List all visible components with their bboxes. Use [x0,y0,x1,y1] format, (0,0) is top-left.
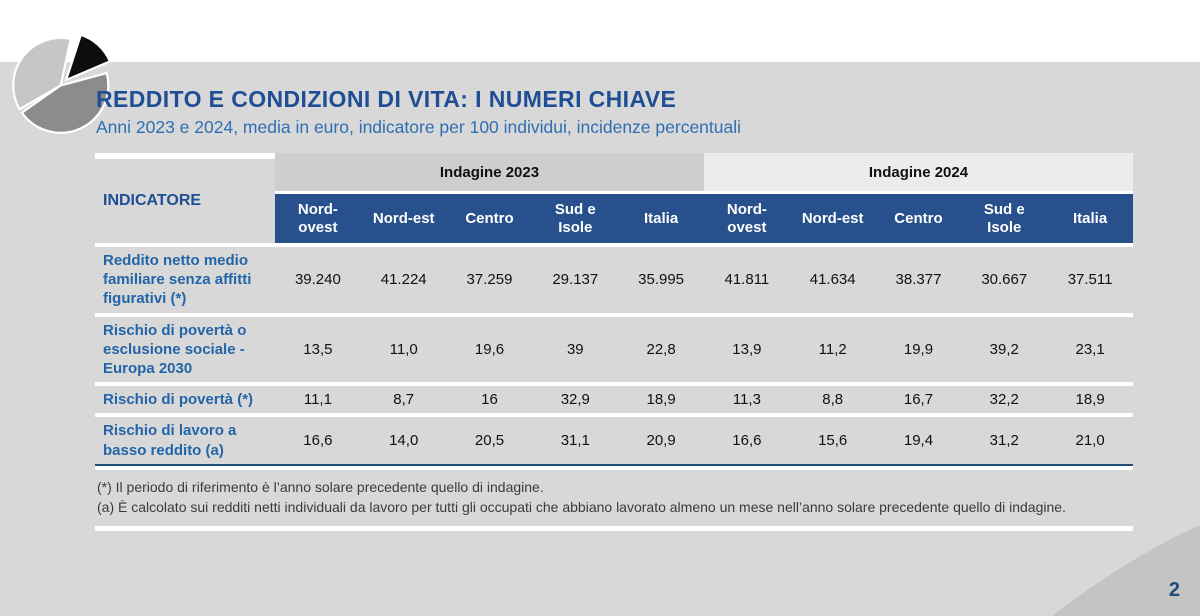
value-cell: 16,7 [875,382,962,413]
group-header-indagine-2023: Indagine 2023 [275,153,704,191]
table-row-3: Rischio di lavoro a basso reddito (a) 16,… [95,413,1133,466]
value-cell: 39 [532,312,619,383]
value-cell: 16 [446,382,533,413]
footnotes: (*) Il periodo di riferimento è l’anno s… [95,465,1133,532]
region-header-nord-ovest-2023: Nord-ovest [275,191,361,243]
table-row-0: Reddito netto medio familiare senza affi… [95,243,1133,313]
corner-swoosh-shape [1052,525,1200,616]
value-cell: 39.240 [275,243,361,313]
row-label: Rischio di lavoro a basso reddito (a) [95,413,275,466]
region-header-nord-ovest-2024: Nord-ovest [703,191,790,243]
region-header-sud-e-isole-2024: Sud e Isole [961,191,1048,243]
footnote-asterisk: (*) Il periodo di riferimento è l’anno s… [97,478,544,495]
value-cell: 13,9 [703,312,790,383]
region-header-centro-2023: Centro [446,191,533,243]
value-cell: 8,7 [360,382,447,413]
value-cell: 31,2 [961,413,1048,466]
value-cell: 11,1 [275,382,361,413]
value-cell: 21,0 [1047,413,1133,466]
value-cell: 19,9 [875,312,962,383]
value-cell: 15,6 [789,413,876,466]
region-header-nord-est-2023: Nord-est [360,191,447,243]
value-cell: 11,0 [360,312,447,383]
value-cell: 20,5 [446,413,533,466]
value-cell: 29.137 [532,243,619,313]
value-cell: 8,8 [789,382,876,413]
value-cell: 23,1 [1047,312,1133,383]
row-label: Rischio di povertà (*) [95,382,275,413]
value-cell: 32,9 [532,382,619,413]
indicator-column-header: INDICATORE [95,153,275,243]
value-cell: 13,5 [275,312,361,383]
value-cell: 16,6 [275,413,361,466]
value-cell: 41.634 [789,243,876,313]
value-cell: 11,3 [703,382,790,413]
value-cell: 37.511 [1047,243,1133,313]
region-header-nord-est-2024: Nord-est [789,191,876,243]
value-cell: 30.667 [961,243,1048,313]
value-cell: 41.224 [360,243,447,313]
value-cell: 31,1 [532,413,619,466]
pie-slice-light [12,36,72,111]
table-row-1: Rischio di povertà o esclusione sociale … [95,312,1133,383]
region-header-sud-e-isole-2023: Sud e Isole [532,191,619,243]
group-header-row: INDICATORE Indagine 2023 Indagine 2024 [95,153,1133,209]
value-cell: 19,4 [875,413,962,466]
value-cell: 19,6 [446,312,533,383]
slide-subtitle: Anni 2023 e 2024, media in euro, indicat… [96,117,742,137]
region-header-row: Nord-ovest Nord-est Centro Sud e Isole Itali… [95,191,1133,243]
table-row-2: Rischio di povertà (*) 11,1 8,7 16 32,9 18,9 1… [95,382,1133,413]
region-header-italia-2024: Italia [1047,191,1133,243]
value-cell: 18,9 [1047,382,1133,413]
value-cell: 18,9 [618,382,704,413]
page-number: 2 [1168,579,1180,601]
value-cell: 38.377 [875,243,962,313]
row-label: Reddito netto medio familiare senza affi… [95,243,275,313]
group-header-indagine-2024: Indagine 2024 [703,153,1133,191]
value-cell: 22,8 [618,312,704,383]
value-cell: 16,6 [703,413,790,466]
content-area: INDICATORE Indagine 2023 Indagine 2024 N… [95,153,1133,532]
slide-title: REDDITO E CONDIZIONI DI VITA: I NUMERI C… [96,86,677,112]
pie-slice-dark [20,71,110,134]
pie-slice-black [64,33,112,82]
value-cell: 32,2 [961,382,1048,413]
value-cell: 20,9 [618,413,704,466]
value-cell: 14,0 [360,413,447,466]
region-header-centro-2024: Centro [875,191,962,243]
value-cell: 37.259 [446,243,533,313]
indicators-table: INDICATORE Indagine 2023 Indagine 2024 N… [95,153,1133,466]
value-cell: 39,2 [961,312,1048,383]
footnote-a: (a) È calcolato sui redditi netti indivi… [97,498,1066,515]
corner-swoosh [1052,525,1200,616]
region-header-italia-2023: Italia [618,191,704,243]
value-cell: 41.811 [703,243,790,313]
value-cell: 35.995 [618,243,704,313]
row-label: Rischio di povertà o esclusione sociale … [95,312,275,383]
pie-chart-logo-icon [12,33,112,134]
value-cell: 11,2 [789,312,876,383]
